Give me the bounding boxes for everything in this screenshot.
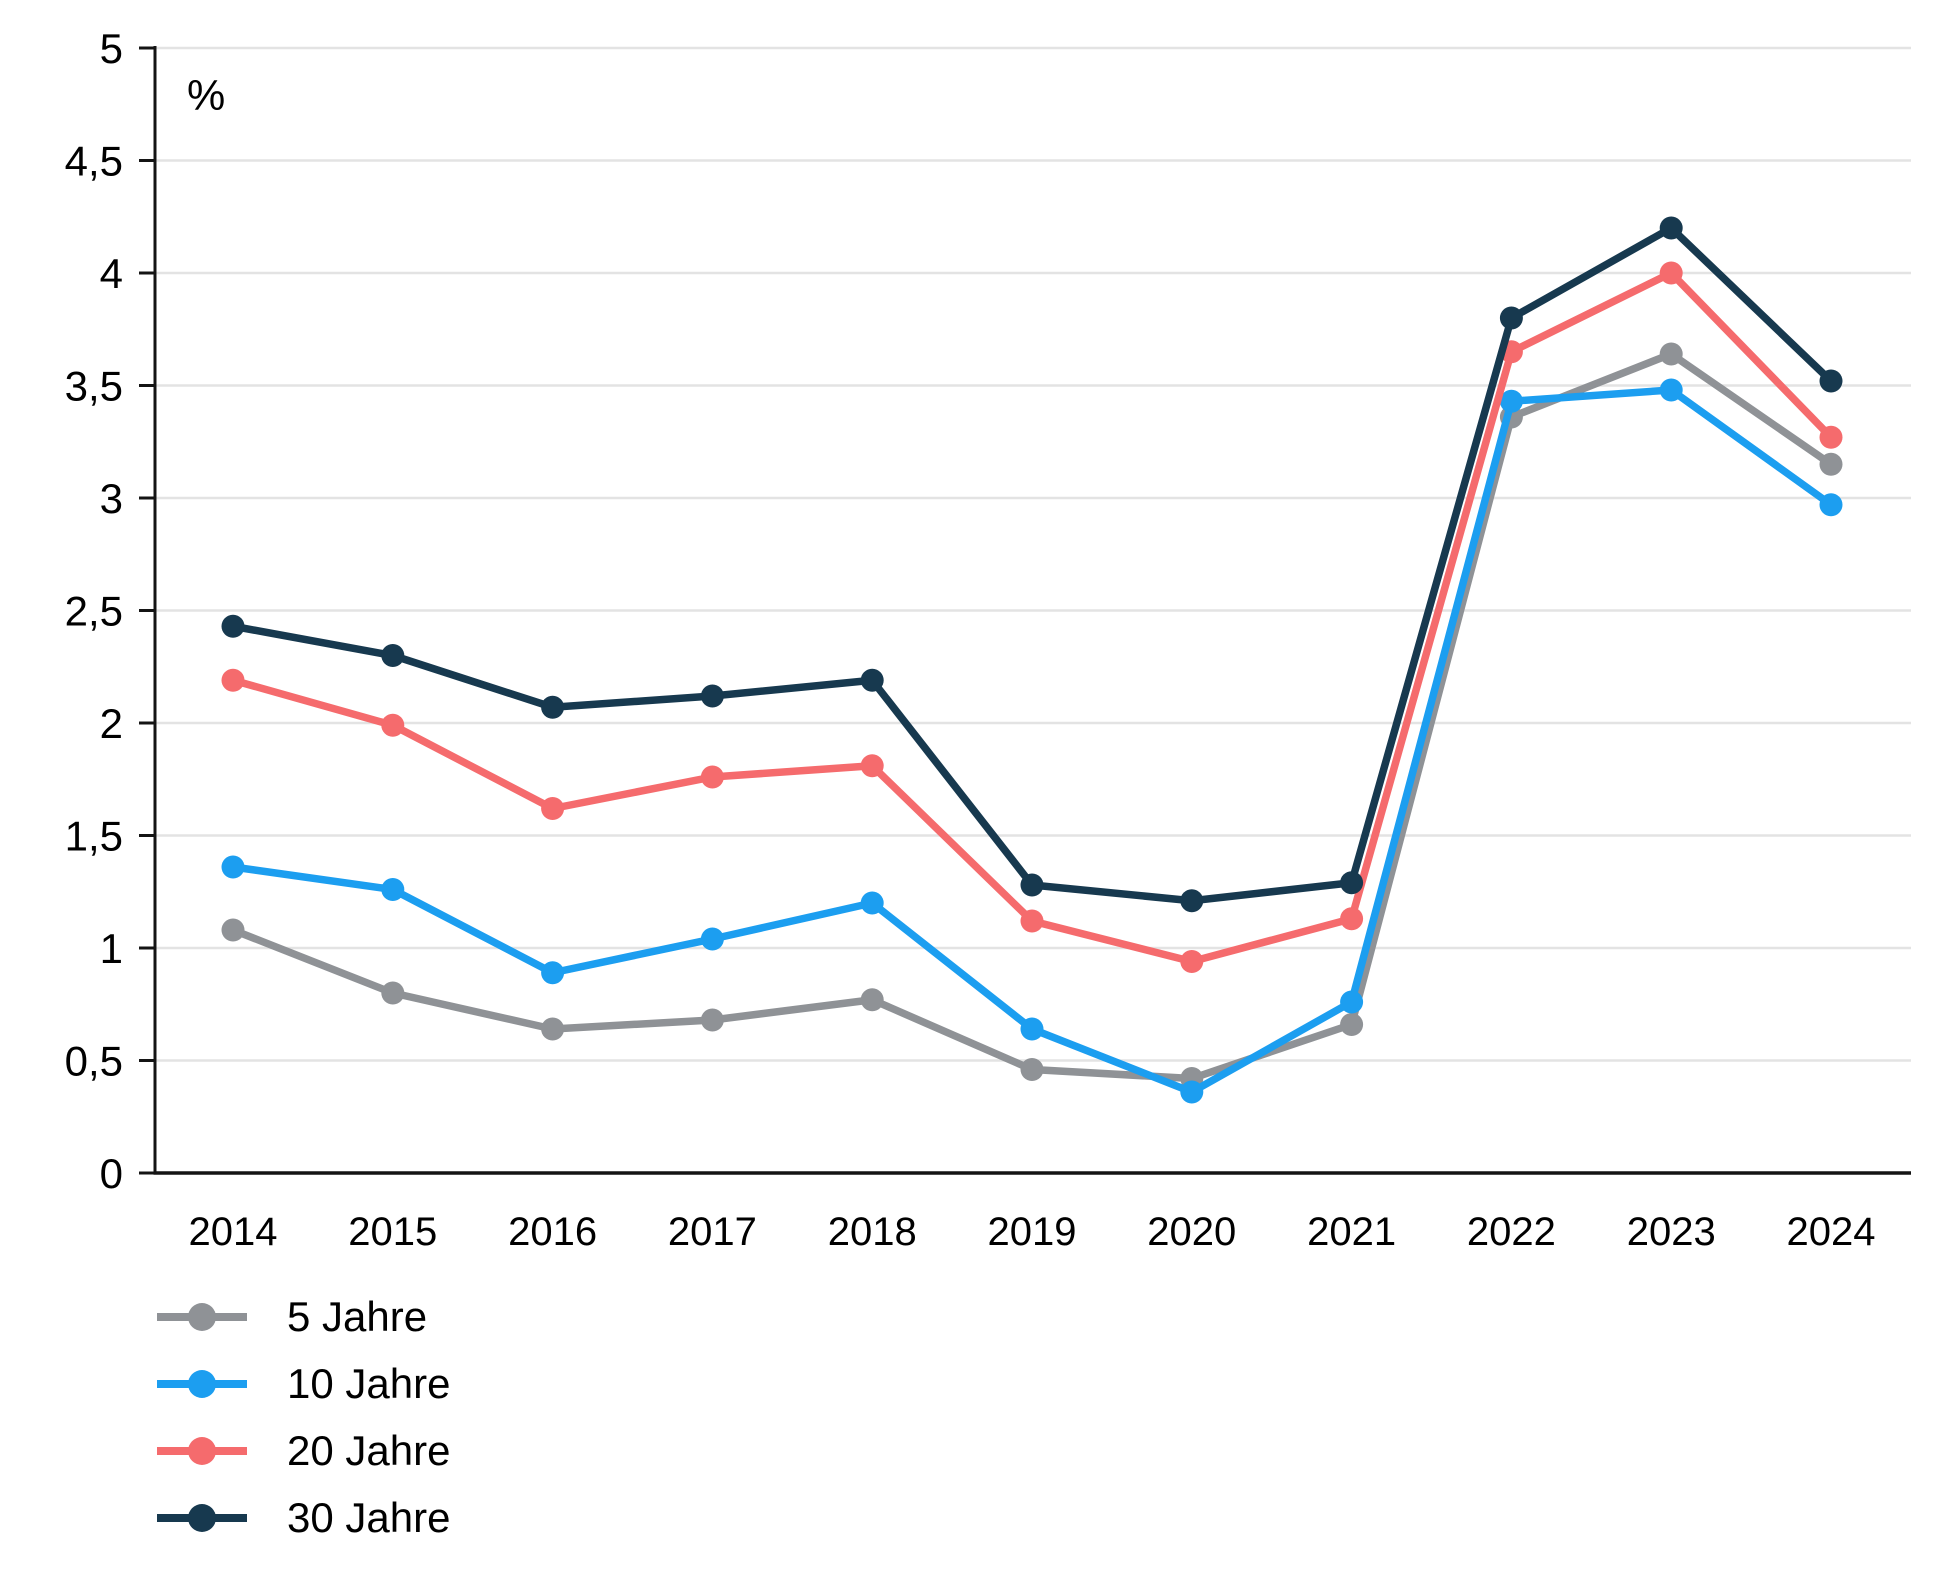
- y-tick-label: 0: [100, 1150, 123, 1197]
- legend-label: 5 Jahre: [287, 1293, 428, 1340]
- data-point-20-jahre-2023: [1659, 261, 1683, 285]
- data-point-20-jahre-2014: [221, 668, 245, 692]
- legend-marker: [157, 1370, 247, 1398]
- legend-marker-dot: [188, 1437, 216, 1465]
- legend-label: 20 Jahre: [287, 1427, 451, 1474]
- x-tick-label: 2024: [1787, 1210, 1876, 1254]
- data-point-30-jahre-2024: [1819, 369, 1843, 393]
- legend-item-10-jahre: 10 Jahre: [155, 1359, 450, 1409]
- x-tick-label: 2020: [1147, 1210, 1236, 1254]
- data-point-5-jahre-2018: [860, 988, 884, 1012]
- y-tick-label: 4: [100, 250, 123, 297]
- data-point-5-jahre-2017: [700, 1008, 724, 1032]
- data-point-20-jahre-2019: [1020, 909, 1044, 933]
- data-point-20-jahre-2018: [860, 754, 884, 778]
- legend-marker-dot: [188, 1370, 216, 1398]
- y-tick-label: 1,5: [65, 813, 123, 860]
- y-tick-label: 1: [100, 925, 123, 972]
- legend-marker: [157, 1504, 247, 1532]
- data-point-30-jahre-2023: [1659, 216, 1683, 240]
- data-point-30-jahre-2017: [700, 684, 724, 708]
- y-tick-label: 2: [100, 700, 123, 747]
- data-point-30-jahre-2019: [1020, 873, 1044, 897]
- legend-label: 10 Jahre: [287, 1360, 451, 1407]
- data-point-5-jahre-2015: [381, 981, 405, 1005]
- data-point-20-jahre-2015: [381, 713, 405, 737]
- data-point-20-jahre-2017: [700, 765, 724, 789]
- x-tick-label: 2016: [508, 1210, 597, 1254]
- x-tick-label: 2017: [668, 1210, 757, 1254]
- data-point-10-jahre-2019: [1020, 1017, 1044, 1041]
- series-line-20-jahre: [229, 269, 1835, 966]
- data-point-20-jahre-2021: [1340, 907, 1364, 931]
- y-tick-label: 5: [100, 25, 123, 72]
- data-point-20-jahre-2016: [541, 797, 565, 820]
- x-tick-label: 2023: [1627, 1210, 1716, 1254]
- data-point-10-jahre-2015: [381, 878, 405, 901]
- legend-marker: [157, 1437, 247, 1465]
- data-point-10-jahre-2023: [1659, 378, 1683, 402]
- y-axis-unit-label: %: [187, 72, 226, 120]
- data-point-30-jahre-2016: [541, 695, 565, 719]
- data-point-10-jahre-2016: [541, 961, 565, 985]
- y-tick-label: 3,5: [65, 363, 123, 410]
- legend-item-30-jahre: 30 Jahre: [155, 1493, 450, 1543]
- y-tick-label: 4,5: [65, 138, 123, 185]
- x-tick-label: 2019: [988, 1210, 1077, 1254]
- y-tick-label: 2,5: [65, 588, 123, 635]
- legend-marker-dot: [188, 1504, 216, 1532]
- data-point-10-jahre-2020: [1180, 1080, 1204, 1104]
- data-point-5-jahre-2014: [221, 918, 245, 942]
- data-point-10-jahre-2021: [1340, 990, 1364, 1014]
- data-point-30-jahre-2021: [1340, 871, 1364, 895]
- data-point-30-jahre-2022: [1499, 306, 1523, 330]
- x-tick-label: 2018: [828, 1210, 917, 1254]
- data-point-20-jahre-2024: [1819, 425, 1843, 449]
- y-tick-label: 3: [100, 475, 123, 522]
- x-tick-label: 2021: [1307, 1210, 1396, 1254]
- data-point-30-jahre-2020: [1180, 889, 1204, 913]
- legend-label: 30 Jahre: [287, 1494, 451, 1541]
- data-point-10-jahre-2022: [1499, 389, 1523, 413]
- x-tick-label: 2014: [189, 1210, 278, 1254]
- data-point-10-jahre-2014: [221, 855, 245, 879]
- x-tick-label: 2015: [348, 1210, 437, 1254]
- x-tick-label: 2022: [1467, 1210, 1556, 1254]
- data-point-20-jahre-2020: [1180, 950, 1204, 973]
- legend-marker: [157, 1303, 247, 1331]
- data-point-30-jahre-2014: [221, 614, 245, 638]
- series-line-30-jahre: [229, 224, 1835, 905]
- data-point-30-jahre-2018: [860, 668, 884, 692]
- data-point-30-jahre-2015: [381, 644, 405, 667]
- data-point-5-jahre-2016: [541, 1017, 565, 1041]
- data-point-10-jahre-2017: [700, 927, 724, 951]
- data-point-5-jahre-2019: [1020, 1058, 1044, 1081]
- legend-item-5-jahre: 5 Jahre: [155, 1292, 450, 1342]
- data-point-5-jahre-2023: [1659, 342, 1683, 366]
- series-line-5-jahre: [229, 350, 1835, 1083]
- legend-marker-dot: [188, 1303, 216, 1331]
- data-point-10-jahre-2018: [860, 891, 884, 915]
- data-point-5-jahre-2021: [1340, 1013, 1364, 1036]
- legend: 5 Jahre 10 Jahre 20 Jahre 30 Jahre: [155, 1292, 450, 1543]
- series-line-10-jahre: [229, 386, 1835, 1096]
- legend-item-20-jahre: 20 Jahre: [155, 1426, 450, 1476]
- data-point-5-jahre-2024: [1819, 452, 1843, 476]
- data-point-10-jahre-2024: [1819, 493, 1843, 517]
- y-tick-label: 0,5: [65, 1038, 123, 1085]
